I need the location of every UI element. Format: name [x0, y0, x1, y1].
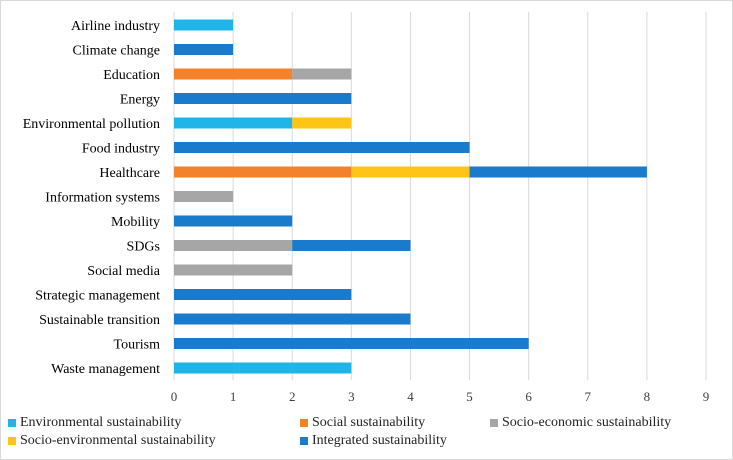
x-tick-label-6: 6: [525, 389, 532, 404]
legend-item-3: Socio-environmental sustainability: [8, 433, 216, 449]
x-tick-label-4: 4: [407, 389, 414, 404]
bar-waste-management-series-0: [174, 362, 352, 374]
bar-information-systems-series-2: [174, 191, 234, 202]
bar-mobility-series-4: [174, 215, 293, 227]
legend-swatch-0: [8, 419, 16, 427]
bar-airline-industry-series-0: [174, 19, 234, 31]
bar-sustainable-transition-series-4: [174, 313, 411, 325]
category-label-environmental-pollution: Environmental pollution: [23, 117, 160, 132]
category-label-social-media: Social media: [87, 264, 160, 279]
category-labels: Airline industry Climate change Education E…: [23, 19, 161, 377]
bar-healthcare-series-3: [351, 166, 470, 178]
category-label-airline-industry: Airline industry: [71, 19, 160, 34]
category-label-strategic-management: Strategic management: [35, 289, 160, 304]
legend-swatch-2: [490, 419, 498, 427]
legend-label-4: Integrated sustainability: [312, 433, 447, 448]
bar-education-series-2: [292, 68, 352, 80]
legend-item-4: Integrated sustainability: [300, 433, 447, 449]
x-tick-label-7: 7: [585, 389, 592, 404]
legend-item-2: Socio-economic sustainability: [490, 415, 671, 431]
category-label-energy: Energy: [120, 93, 160, 108]
category-label-tourism: Tourism: [114, 338, 161, 353]
category-label-information-systems: Information systems: [45, 191, 160, 206]
category-label-food-industry: Food industry: [82, 142, 160, 157]
x-tick-label-5: 5: [466, 389, 473, 404]
legend-item-0: Environmental sustainability: [8, 415, 181, 431]
category-label-waste-management: Waste management: [51, 362, 160, 377]
bar-social-media-series-2: [174, 264, 293, 276]
x-axis-tick-labels: 0 1 2 3 4 5 6 7 8 9: [171, 389, 710, 404]
category-label-mobility: Mobility: [111, 215, 160, 230]
bar-healthcare-series-4: [469, 166, 647, 178]
x-tick-label-8: 8: [644, 389, 651, 404]
bar-sdgs-series-2: [174, 240, 293, 251]
legend: Environmental sustainability Social susta…: [0, 412, 733, 456]
category-label-climate-change: Climate change: [73, 44, 160, 59]
category-label-sustainable-transition: Sustainable transition: [39, 313, 160, 328]
x-tick-label-3: 3: [348, 389, 355, 404]
legend-label-3: Socio-environmental sustainability: [20, 433, 216, 448]
x-tick-label-0: 0: [171, 389, 178, 404]
legend-item-1: Social sustainability: [300, 415, 425, 431]
x-tick-label-1: 1: [230, 389, 237, 404]
gridlines: [173, 12, 707, 380]
bar-environmental-pollution-series-0: [174, 117, 293, 129]
x-tick-label-2: 2: [289, 389, 296, 404]
bar-education-series-1: [174, 68, 293, 80]
bar-food-industry-series-4: [174, 142, 470, 153]
bar-energy-series-4: [174, 93, 352, 104]
legend-swatch-1: [300, 419, 308, 427]
category-label-healthcare: Healthcare: [99, 166, 160, 181]
legend-swatch-4: [300, 437, 308, 445]
bar-healthcare-series-1: [174, 166, 352, 178]
legend-label-2: Socio-economic sustainability: [502, 415, 672, 430]
bar-strategic-management-series-4: [174, 289, 352, 300]
category-label-education: Education: [103, 68, 160, 83]
bar-climate-change-series-4: [174, 44, 234, 55]
legend-swatch-3: [8, 437, 16, 445]
bar-sdgs-series-4: [292, 240, 411, 251]
bar-tourism-series-4: [174, 338, 529, 349]
legend-label-0: Environmental sustainability: [20, 415, 182, 430]
bars: [174, 19, 647, 374]
x-tick-label-9: 9: [703, 389, 710, 404]
category-label-sdgs: SDGs: [127, 240, 160, 255]
legend-label-1: Social sustainability: [312, 415, 426, 430]
bar-environmental-pollution-series-3: [292, 117, 352, 129]
